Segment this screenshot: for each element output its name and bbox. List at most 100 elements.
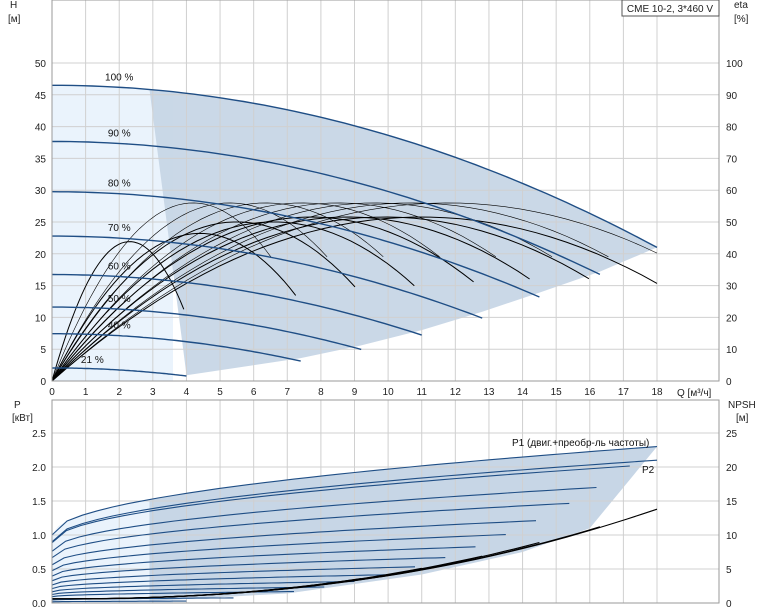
power-tick-label: 1.5	[32, 497, 46, 508]
power-curve	[51, 465, 630, 544]
x-tick-label: 17	[618, 387, 630, 398]
power-curve	[51, 502, 570, 559]
head-tick-label: 30	[35, 186, 47, 197]
eta-tick-label: 30	[726, 282, 738, 293]
power-operating-area	[149, 446, 657, 601]
x-tick-label: 1	[83, 387, 89, 398]
x-tick-label: 4	[184, 387, 190, 398]
head-axis-unit: [м]	[8, 14, 21, 25]
power-curve	[51, 586, 325, 596]
power-curve	[51, 574, 385, 590]
p2-curve	[51, 459, 658, 543]
head-tick-label: 5	[40, 345, 46, 356]
p2-series-label: P2	[642, 465, 655, 476]
eta-curve-thin	[51, 202, 440, 382]
speed-label: 21 %	[81, 355, 104, 366]
eta-tick-label: 0	[726, 377, 732, 388]
x-tick-label: 16	[584, 387, 596, 398]
speed-label: 50 %	[108, 294, 131, 305]
x-tick-label: 18	[651, 387, 663, 398]
flow-axis-label: Q [м³/ч]	[677, 388, 712, 399]
power-curve	[51, 600, 187, 603]
head-curve	[52, 84, 658, 249]
npsh-tick-label: 20	[726, 463, 738, 474]
power-curve	[51, 446, 658, 536]
power-tick-label: 2.0	[32, 463, 46, 474]
eta-curve	[51, 221, 356, 382]
head-tick-label: 0	[40, 377, 46, 388]
x-tick-label: 7	[284, 387, 290, 398]
speed-label: 80 %	[108, 179, 131, 190]
speed-label: 100 %	[105, 72, 133, 83]
eta-curve-thin	[51, 202, 609, 382]
power-curve	[51, 546, 476, 577]
head-tick-label: 20	[35, 250, 47, 261]
model-title-box: CME 10-2, 3*460 V	[621, 0, 720, 17]
power-curve	[51, 486, 597, 552]
eta-tick-label: 60	[726, 186, 738, 197]
power-curve	[51, 534, 506, 572]
x-tick-label: 10	[383, 387, 395, 398]
power-axis-label: P	[14, 400, 21, 411]
x-tick-label: 9	[352, 387, 358, 398]
x-tick-label: 8	[318, 387, 324, 398]
power-axis-unit: [кВт]	[12, 413, 33, 424]
model-title: CME 10-2, 3*460 V	[627, 4, 713, 15]
npsh-tick-label: 25	[726, 429, 738, 440]
power-tick-label: 0.5	[32, 565, 46, 576]
power-curve	[51, 580, 355, 593]
head-tick-label: 25	[35, 218, 47, 229]
npsh-curve	[52, 586, 301, 600]
eta-curve	[51, 241, 185, 382]
head-tick-label: 35	[35, 154, 47, 165]
x-tick-label: 2	[116, 387, 122, 398]
head-tick-label: 50	[35, 59, 47, 70]
head-curve	[51, 273, 422, 336]
power-npsh-panel: 0.0 0.5 1.0 1.5 2.0 2.5 0 5 10 15 20 25 P [кВт] NPS…	[12, 399, 756, 610]
eta-curve	[51, 221, 415, 382]
head-tick-label: 10	[35, 313, 47, 324]
head-curve	[52, 367, 187, 377]
npsh-tick-label: 15	[726, 497, 738, 508]
speed-label: 40 %	[108, 321, 131, 332]
eta-axis-label: eta	[734, 0, 748, 11]
x-tick-label: 12	[450, 387, 462, 398]
head-tick-label: 45	[35, 91, 47, 102]
x-tick-label: 0	[49, 387, 55, 398]
head-curve	[52, 306, 362, 351]
eta-tick-label: 90	[726, 91, 738, 102]
eta-tick-label: 70	[726, 154, 738, 165]
power-curve	[51, 520, 537, 566]
power-tick-label: 1.0	[32, 531, 46, 542]
x-tick-label: 14	[517, 387, 529, 398]
eta-curve-thin	[51, 202, 658, 382]
npsh-tick-label: 5	[726, 565, 732, 576]
head-plot-frame	[51, 0, 720, 382]
speed-label: 60 %	[108, 262, 131, 273]
power-tick-label: 2.5	[32, 429, 46, 440]
eta-tick-label: 80	[726, 123, 738, 134]
power-curve	[51, 566, 416, 586]
speed-label: 70 %	[108, 223, 131, 234]
eta-curve-thin	[51, 202, 384, 382]
x-tick-label: 15	[551, 387, 563, 398]
head-efficiency-panel: 0 1 2 3 4 5 6 7 8 9 10 11 12 13 14 15 16 17 18051015202530…	[8, 0, 749, 399]
eta-curve	[51, 216, 658, 382]
eta-axis-unit: [%]	[734, 14, 749, 25]
head-curve	[51, 191, 540, 298]
power-plot-frame	[51, 399, 720, 604]
x-tick-label: 11	[417, 387, 428, 398]
eta-curve-thin	[51, 202, 497, 382]
head-curve	[52, 140, 601, 276]
npsh-tick-label: 10	[726, 531, 738, 542]
npsh-tick-label: 0	[726, 599, 732, 610]
eta-curve-thin	[51, 202, 272, 382]
eta-tick-label: 20	[726, 313, 738, 324]
head-axis-label: H	[10, 0, 17, 11]
npsh-axis-unit: [м]	[736, 413, 749, 424]
npsh-axis-label: NPSH	[728, 400, 756, 411]
x-tick-label: 13	[483, 387, 495, 398]
eta-tick-label: 40	[726, 250, 738, 261]
eta-tick-label: 50	[726, 218, 738, 229]
